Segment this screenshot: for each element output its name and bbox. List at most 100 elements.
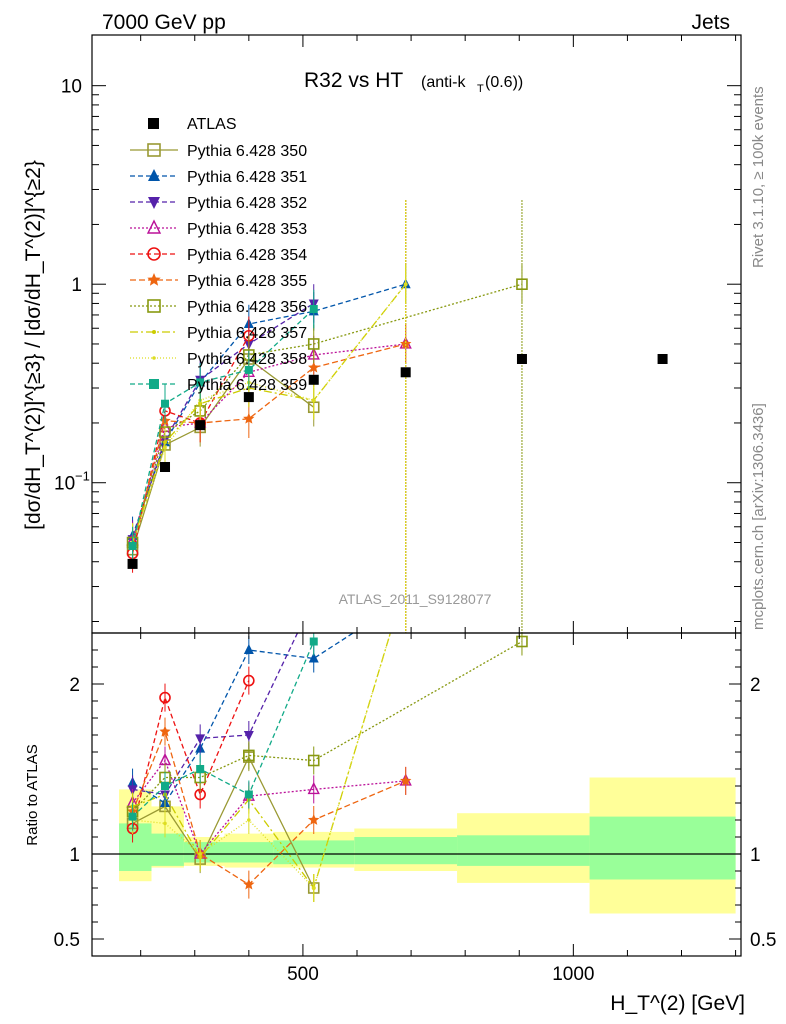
ratio-point <box>400 774 412 786</box>
ratio-line <box>131 729 406 886</box>
legend-label: Pythia 6.428 356 <box>187 299 307 316</box>
ratio-point <box>243 749 255 762</box>
ratio-tick-label-left: 1 <box>69 845 80 866</box>
main-y-axis-title-text: [dσ/dH_T^(2)]^{≥3} / [dσ/dH_T^(2)]^{≥2} <box>22 160 45 530</box>
legend-marker <box>149 379 159 389</box>
data-point <box>308 361 320 373</box>
legend-marker <box>147 143 161 157</box>
ratio-series-356 <box>126 633 528 826</box>
atlas-point <box>516 353 527 364</box>
atlas-point <box>243 392 254 403</box>
legend-label: Pythia 6.428 359 <box>187 377 307 394</box>
main-series-group <box>126 200 528 633</box>
title-main: R32 vs HT <box>304 69 403 92</box>
ratio-band-inner <box>224 842 274 863</box>
atlas-point <box>160 462 171 473</box>
ratio-point <box>243 644 254 654</box>
data-point <box>244 365 253 374</box>
ratio-point <box>159 691 171 704</box>
legend-label: Pythia 6.428 355 <box>187 273 307 290</box>
ratio-series-354 <box>126 666 255 843</box>
legend-marker <box>146 219 162 234</box>
data-point <box>307 338 320 350</box>
series-line <box>131 283 523 543</box>
ratio-line <box>131 680 250 829</box>
ratio-point <box>309 595 319 605</box>
ratio-line <box>132 633 392 890</box>
x-tick-label: 500 <box>287 964 319 985</box>
ratio-point <box>243 674 255 687</box>
rivet-label: Rivet 3.1.10, ≥ 100k events <box>750 86 767 268</box>
ratio-point <box>516 635 528 648</box>
ratio-point <box>307 754 320 767</box>
ratio-point <box>308 814 320 825</box>
legend-marker <box>152 356 156 360</box>
ratio-tick-label-right: 2 <box>750 675 761 696</box>
ratio-point <box>198 852 202 856</box>
series-line <box>131 343 406 547</box>
data-point <box>196 378 205 387</box>
series-line <box>131 283 406 537</box>
ratio-series-group <box>126 595 528 902</box>
ratio-band-inner <box>119 823 152 871</box>
atlas-point <box>657 353 668 364</box>
series-line <box>131 308 315 547</box>
atlas-point <box>195 420 206 431</box>
legend-marker <box>152 330 156 334</box>
ratio-point <box>161 782 170 790</box>
data-point <box>311 398 316 403</box>
series-line <box>131 335 250 554</box>
y-tick-label: 10 <box>61 77 82 98</box>
ratio-line <box>132 640 523 812</box>
series-line <box>131 283 407 543</box>
series-line <box>131 302 315 540</box>
ratio-point <box>247 818 251 822</box>
atlas-data-group <box>127 353 668 569</box>
title-sub: (anti-k <box>421 74 466 91</box>
legend-label: Pythia 6.428 354 <box>187 247 307 264</box>
analysis-watermark: ATLAS_2011_S9128077 <box>339 591 492 607</box>
ratio-point <box>196 765 205 773</box>
ratio-point <box>243 731 254 741</box>
ratio-series-359 <box>128 633 318 831</box>
ratio-point <box>244 790 253 799</box>
legend-label: Pythia 6.428 358 <box>187 351 307 368</box>
legend-label: Pythia 6.428 350 <box>187 143 307 160</box>
data-point <box>161 399 170 408</box>
data-point <box>309 305 318 314</box>
ratio-point <box>307 781 320 795</box>
legend-marker <box>148 197 160 209</box>
ratio-tick-label-right: 1 <box>750 845 761 866</box>
ratio-band-inner <box>273 840 355 865</box>
title-sub-index: T <box>477 83 484 95</box>
legend-label: Pythia 6.428 357 <box>187 325 307 342</box>
y-tick-label: 10 −1 <box>54 469 90 495</box>
data-point <box>163 445 167 450</box>
ratio-tick-label-left: 0.5 <box>54 930 80 951</box>
atlas-point <box>400 367 411 378</box>
series-line <box>131 343 406 541</box>
atlas-point <box>308 374 319 385</box>
ratio-band-inner <box>354 837 458 865</box>
ratio-line <box>132 759 406 856</box>
x-axis-title: H_T^(2) [GeV] <box>610 992 745 1015</box>
header-left: 7000 GeV pp <box>102 11 226 34</box>
header-right: Jets <box>691 11 730 34</box>
legend-atlas-marker <box>148 118 159 129</box>
ratio-line <box>132 633 392 890</box>
main-y-axis-title: [dσ/dH_T^(2)]^{≥3} / [dσ/dH_T^(2)]^{≥2} <box>22 160 45 530</box>
series-358 <box>130 200 408 633</box>
series-359 <box>128 289 318 566</box>
series-355 <box>126 200 412 633</box>
legend-marker <box>147 247 161 261</box>
ratio-point <box>311 886 316 890</box>
data-point <box>400 338 412 349</box>
ratio-line <box>132 641 315 818</box>
series-351 <box>127 200 411 633</box>
ratio-line <box>132 633 355 804</box>
ratio-point <box>243 878 255 890</box>
plot-title: R32 vs HT (anti-k T (0.6)) <box>304 69 523 95</box>
title-sub-end: (0.6)) <box>485 74 523 91</box>
ratio-y-axis-title: Ratio to ATLAS <box>24 744 41 845</box>
